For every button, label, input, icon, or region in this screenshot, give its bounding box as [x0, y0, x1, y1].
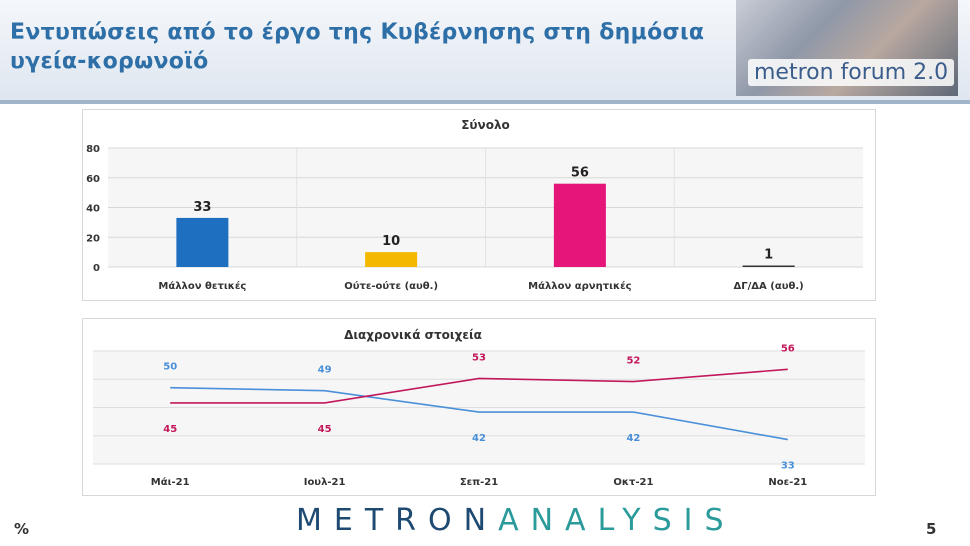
bar — [742, 265, 795, 267]
data-label: 49 — [318, 365, 332, 376]
bar-value-label: 1 — [764, 248, 773, 263]
x-tick-label: Ούτε-ούτε (αυθ.) — [344, 280, 438, 292]
metron-analysis-logo: METRONANALYSIS — [296, 503, 736, 538]
bar — [553, 183, 606, 267]
x-tick-label: Μάλλον αρνητικές — [528, 280, 632, 292]
page-number: 5 — [926, 520, 937, 538]
brand-part-2: ANALYSIS — [498, 503, 736, 538]
data-label: 50 — [163, 362, 177, 373]
data-label: 56 — [781, 343, 795, 354]
bar-value-label: 56 — [571, 166, 589, 181]
data-label: 42 — [626, 433, 640, 444]
y-tick-label: 40 — [86, 204, 100, 215]
series-line — [170, 368, 788, 404]
bar — [176, 217, 229, 267]
x-tick-label: Ιουλ-21 — [304, 477, 346, 488]
page-title: Εντυπώσεις από το έργο της Κυβέρνησης στ… — [10, 20, 705, 74]
data-label: 45 — [163, 424, 177, 435]
line-chart-panel: Διαχρονικά στοιχεία 50 49 42 42 33 45 45 53 52 56 Μ… — [82, 318, 876, 496]
data-label: 45 — [318, 424, 332, 435]
y-tick-label: 60 — [86, 174, 100, 185]
data-label: 53 — [472, 352, 486, 363]
y-tick-label: 80 — [86, 144, 100, 155]
bar-value-label: 33 — [193, 200, 211, 215]
bar-chart-panel: 0 20 40 60 80 Σύνολο 33 Μάλλον θετικές 10 Ούτε-ού… — [82, 109, 876, 301]
data-label: 33 — [781, 461, 795, 472]
bar-value-label: 10 — [382, 234, 400, 249]
y-tick-label: 0 — [93, 263, 100, 274]
header-banner: Εντυπώσεις από το έργο της Κυβέρνησης στ… — [0, 0, 970, 104]
logo-text: metron forum 2.0 — [748, 59, 955, 86]
bar — [365, 252, 418, 267]
x-tick-label: Νοε-21 — [768, 477, 807, 488]
bar-chart: 0 20 40 60 80 Σύνολο 33 Μάλλον θετικές 10 Ούτε-ού… — [86, 118, 863, 292]
data-label: 42 — [472, 433, 486, 444]
brand-part-1: METRON — [296, 503, 499, 538]
data-label: 52 — [626, 356, 640, 367]
metron-forum-logo: metron forum 2.0 — [736, 0, 958, 96]
chart-title: Διαχρονικά στοιχεία — [344, 328, 482, 342]
line-chart: Διαχρονικά στοιχεία 50 49 42 42 33 45 45 53 52 56 Μ… — [93, 328, 865, 488]
percent-label: % — [14, 520, 30, 538]
x-tick-label: Μάι-21 — [151, 476, 190, 488]
chart-title: Σύνολο — [461, 118, 510, 132]
x-tick-label: Μάλλον θετικές — [158, 280, 246, 292]
y-tick-label: 20 — [86, 233, 100, 244]
x-tick-label: Οκτ-21 — [613, 477, 653, 488]
x-tick-label: Σεπ-21 — [460, 477, 498, 488]
series-line — [170, 386, 788, 441]
x-tick-label: ΔΓ/ΔΑ (αυθ.) — [734, 281, 804, 292]
